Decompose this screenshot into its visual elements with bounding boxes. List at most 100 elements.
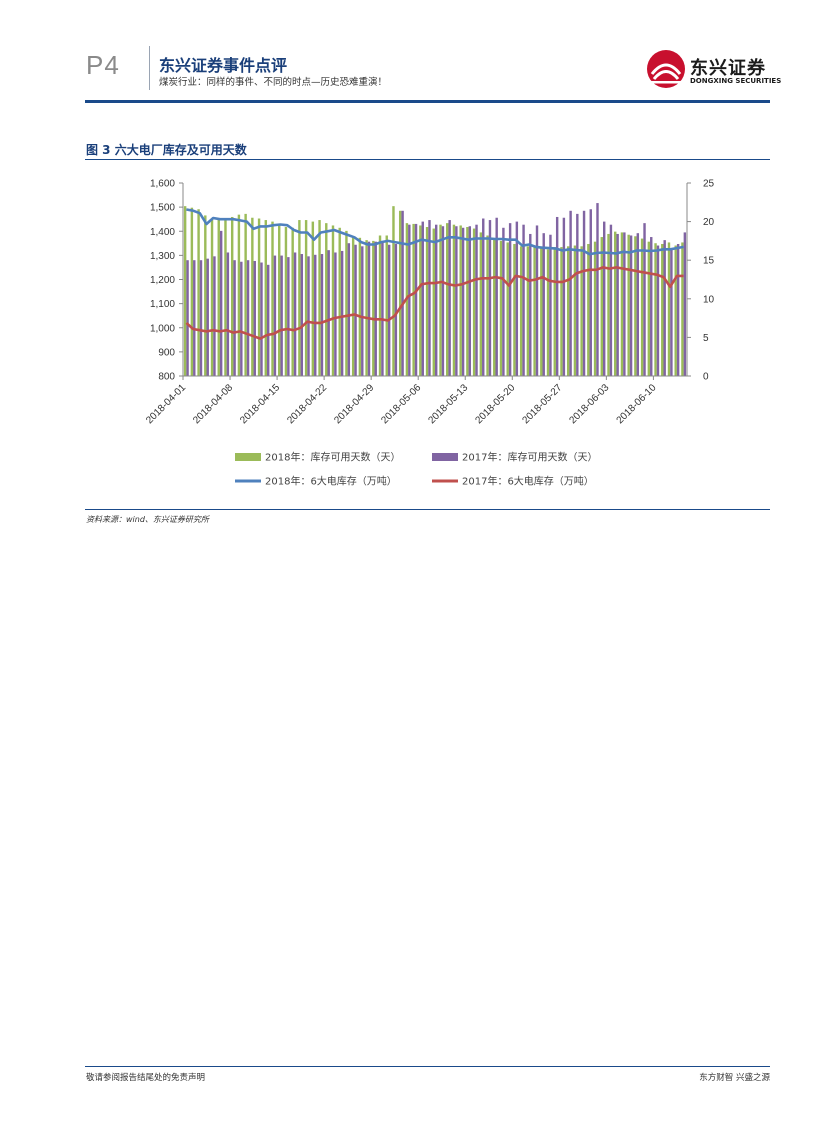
footer-disclaimer: 敬请参阅报告结尾处的免责声明	[86, 1073, 206, 1083]
bar-2017-28	[374, 241, 377, 376]
bar-2017-61	[596, 203, 599, 376]
bar-2017-33	[408, 224, 411, 376]
bar-2018-5	[217, 219, 220, 376]
bar-2018-68	[640, 238, 644, 376]
bar-2017-40	[455, 226, 458, 376]
bar-2017-65	[623, 232, 626, 376]
bar-2017-49	[515, 221, 519, 376]
page-number: P4	[86, 50, 120, 80]
y-left-tick-label-7: 1,500	[150, 203, 175, 214]
bar-2017-51	[529, 233, 532, 376]
bar-2018-6	[224, 220, 227, 376]
bar-2018-67	[634, 236, 637, 376]
bar-2017-45	[488, 220, 492, 376]
bar-2018-64	[614, 231, 617, 376]
bar-2017-72	[670, 248, 673, 376]
bar-2018-32	[398, 210, 402, 376]
bar-2017-34	[414, 223, 418, 376]
bar-2018-54	[546, 249, 550, 376]
bar-2017-30	[387, 244, 391, 376]
bar-2018-9	[244, 213, 247, 376]
bar-2017-5	[219, 230, 223, 376]
bar-2017-39	[448, 220, 451, 376]
y-left-tick-label-3: 1,100	[150, 299, 175, 310]
bar-2017-9	[246, 260, 250, 376]
bar-2018-14	[278, 223, 281, 376]
bar-2018-26	[358, 237, 362, 376]
bar-2017-18	[307, 256, 310, 376]
bar-2018-43	[472, 228, 476, 376]
bar-2018-46	[493, 238, 496, 376]
header-separator	[149, 46, 150, 90]
bar-2018-45	[486, 235, 489, 376]
header-rule	[85, 100, 770, 103]
bar-2018-38	[439, 224, 442, 376]
y-left-tick-label-2: 1,000	[150, 323, 175, 334]
bar-2017-3	[206, 258, 209, 376]
line-2017-inventory	[185, 266, 684, 340]
bar-2018-17	[298, 220, 301, 376]
bar-2018-66	[627, 234, 630, 376]
x-tick-label-2: 2018-04-15	[238, 382, 282, 426]
legend-label-1: 2017年：库存可用天数（天）	[462, 451, 597, 464]
bar-2018-20	[318, 220, 321, 376]
bar-2017-19	[314, 254, 317, 376]
bar-2017-43	[475, 224, 478, 376]
x-tick-label-8: 2018-05-27	[520, 382, 564, 426]
y-left-tick-label-6: 1,400	[150, 227, 175, 238]
bar-2017-29	[381, 241, 384, 376]
bar-2017-1	[193, 260, 196, 376]
bar-2018-31	[392, 206, 395, 376]
bar-2017-68	[643, 223, 646, 376]
x-tick-label-7: 2018-05-20	[473, 382, 517, 426]
bar-2017-22	[334, 252, 337, 376]
bar-2018-16	[291, 227, 294, 376]
bar-2018-72	[667, 242, 671, 376]
bar-2018-71	[661, 243, 664, 376]
bar-2017-7	[233, 260, 236, 376]
bar-2017-2	[199, 260, 203, 376]
bar-2018-11	[257, 218, 261, 376]
bar-2017-32	[401, 210, 404, 376]
bar-2018-69	[647, 241, 651, 376]
bar-2018-58	[573, 245, 577, 376]
bar-2018-3	[204, 215, 207, 376]
bar-2018-41	[459, 225, 462, 376]
y-left-tick-label-4: 1,200	[150, 275, 175, 286]
bar-2017-44	[482, 218, 485, 376]
bar-2017-73	[676, 243, 680, 376]
bar-2018-1	[190, 207, 194, 376]
figure-title: 图 3 六大电厂库存及可用天数	[86, 143, 247, 157]
bar-2018-7	[230, 216, 234, 376]
legend-label-0: 2018年：库存可用天数（天）	[265, 451, 400, 464]
bar-2018-28	[372, 240, 375, 376]
bar-2018-55	[553, 247, 556, 376]
bar-2017-36	[428, 220, 431, 376]
bar-2018-61	[593, 241, 597, 376]
bar-2017-4	[213, 256, 216, 376]
bar-2018-44	[479, 232, 483, 376]
source-rule	[85, 509, 770, 510]
bar-2018-63	[607, 233, 610, 376]
legend-swatch-0	[235, 453, 261, 461]
bar-2018-35	[419, 225, 422, 376]
report-subtitle: 煤炭行业：同样的事件、不同的时点—历史恐难重演！	[159, 77, 388, 88]
legend-label-3: 2017年：6大电库存（万吨）	[462, 475, 594, 488]
bar-2018-57	[566, 246, 570, 376]
bar-2018-48	[506, 242, 509, 376]
bar-2018-47	[499, 240, 503, 376]
bar-2018-25	[351, 237, 355, 376]
bar-2018-0	[183, 206, 187, 376]
bar-2017-48	[508, 223, 512, 376]
bar-2017-62	[603, 221, 606, 376]
bar-2017-58	[576, 213, 579, 376]
bar-2017-11	[260, 262, 263, 376]
bar-2018-24	[345, 230, 348, 376]
bar-2018-39	[446, 223, 449, 376]
bar-2018-53	[540, 247, 543, 376]
y-right-tick-label-4: 20	[703, 217, 715, 228]
bar-2017-27	[367, 241, 371, 376]
bar-2018-37	[432, 228, 435, 376]
x-tick-label-9: 2018-06-03	[568, 382, 612, 426]
bar-2017-71	[663, 240, 666, 376]
